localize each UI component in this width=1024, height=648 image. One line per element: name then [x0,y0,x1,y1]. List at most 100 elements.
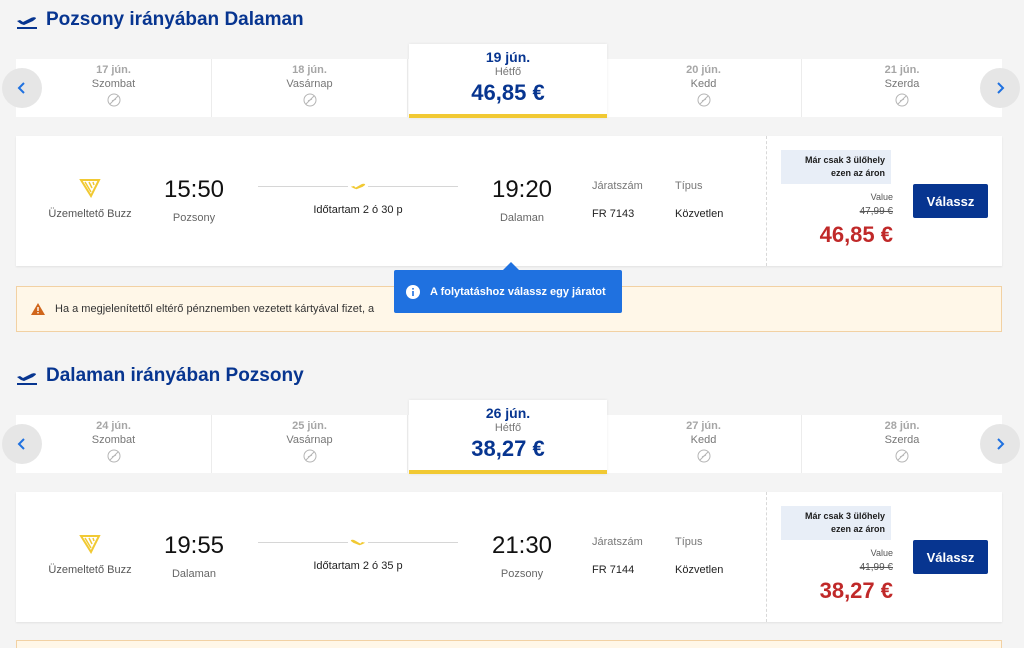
arrival-city: Pozsony [500,568,544,580]
date-label: 21 jún. [884,64,920,76]
prev-dates-button[interactable] [2,68,42,108]
date-cell[interactable]: 17 jún. Szombat [16,59,212,117]
date-cell[interactable]: 18 jún. Vasárnap [212,59,408,117]
operator-label: Üzemeltető Buzz [48,208,132,220]
no-flight-icon [107,93,120,107]
currency-notice-partial [16,640,1002,648]
arrival-city: Dalaman [499,212,545,224]
weekday-label: Vasárnap [286,434,333,446]
date-label: 19 jún. [485,49,531,65]
fare-label: Value [870,548,893,558]
select-flight-button[interactable]: Válassz [913,540,988,574]
inbound-flight-card[interactable]: Üzemeltető Buzz 19:55 Dalaman Időtartam … [16,492,1002,622]
no-flight-icon [895,449,909,463]
plane-departure-icon [17,373,37,385]
flight-type-value: Közvetlen [675,564,724,576]
card-divider [766,136,767,266]
departure-time: 19:55 [163,532,225,559]
departure-city: Pozsony [172,212,216,224]
warning-icon [31,303,45,315]
date-price: 38,27 € [471,436,545,461]
operator: Üzemeltető Buzz [40,178,140,222]
no-flight-icon [303,449,316,463]
date-label: 18 jún. [292,64,327,76]
date-cell[interactable]: 25 jún. Vasárnap [212,415,408,473]
fare-label: Value [870,192,893,202]
departure-city: Dalaman [171,568,217,580]
duration: Időtartam 2 ó 30 p [258,180,458,216]
inbound-section-title: Dalaman irányában Pozsony [16,364,304,388]
date-label: 25 jún. [292,420,327,432]
date-cell-selected[interactable]: 19 jún. Hétfő 46,85 € [409,44,607,118]
date-label: 24 jún. [96,420,131,432]
flight-number-value: FR 7144 [592,564,635,576]
no-flight-icon [697,449,710,463]
price: 38,27 € [819,578,893,603]
flight-number-label: Járatszám [592,180,643,192]
no-flight-icon [107,449,120,463]
departure: 15:50 Pozsony [144,176,244,224]
flight-number-value: FR 7143 [592,208,635,220]
no-flight-icon [697,93,710,107]
plane-icon [348,180,368,192]
date-cell-selected[interactable]: 26 jún. Hétfő 38,27 € [409,400,607,474]
duration-label: Időtartam 2 ó 35 p [313,560,403,572]
weekday-label: Hétfő [494,422,522,434]
date-cell[interactable]: 24 jún. Szombat [16,415,212,473]
plane-icon [348,536,368,548]
date-cell[interactable]: 20 jún. Kedd [606,59,802,117]
date-price: 46,85 € [471,80,545,105]
weekday-label: Szerda [884,78,920,90]
flight-type: Típus Közvetlen [675,536,723,576]
weekday-label: Szombat [91,434,136,446]
next-dates-button[interactable] [980,424,1020,464]
date-cell[interactable]: 21 jún. Szerda [804,59,1000,117]
outbound-section-title: Pozsony irányában Dalaman [16,8,304,32]
info-icon [406,284,420,299]
flight-number-label: Járatszám [592,536,643,548]
operator: Üzemeltető Buzz [40,534,140,578]
chevron-right-icon [997,82,1005,94]
section-heading: Dalaman irányában Pozsony [46,365,304,386]
price: 46,85 € [819,222,893,247]
flight-number: Járatszám FR 7144 [592,536,643,576]
card-divider [766,492,767,622]
weekday-label: Kedd [690,434,717,446]
date-label: 28 jún. [884,420,920,432]
arrival: 21:30 Pozsony [472,532,572,580]
section-heading: Pozsony irányában Dalaman [46,9,304,30]
date-label: 26 jún. [485,405,531,421]
outbound-flight-card[interactable]: Üzemeltető Buzz 15:50 Pozsony Időtartam … [16,136,1002,266]
select-flight-button[interactable]: Válassz [913,184,988,218]
weekday-label: Vasárnap [286,78,333,90]
chevron-left-icon [17,82,25,94]
date-cell[interactable]: 27 jún. Kedd [606,415,802,473]
next-dates-button[interactable] [980,68,1020,108]
old-price: 47,99 € [859,206,893,217]
flight-type-value: Közvetlen [675,208,724,220]
seats-line: ezen az áron [830,524,885,534]
departure: 19:55 Dalaman [144,532,244,580]
harp-logo-icon [79,179,101,198]
operator-label: Üzemeltető Buzz [48,564,132,576]
weekday-label: Szerda [884,434,920,446]
seats-badge: Már csak 3 ülőhely ezen az áron [781,506,891,540]
date-label: 27 jún. [686,420,721,432]
select-flight-tooltip: A folytatáshoz válassz egy járatot [394,262,622,313]
tooltip-text: A folytatáshoz válassz egy járatot [430,285,606,298]
flight-type-label: Típus [675,180,703,192]
seats-line: ezen az áron [830,168,885,178]
seats-line: Már csak 3 ülőhely [804,155,885,165]
prev-dates-button[interactable] [2,424,42,464]
arrival-time: 21:30 [491,532,553,559]
departure-time: 15:50 [163,176,225,203]
weekday-label: Hétfő [494,66,522,78]
no-flight-icon [303,93,316,107]
flight-number: Járatszám FR 7143 [592,180,643,220]
harp-logo-icon [79,535,101,554]
date-cell[interactable]: 28 jún. Szerda [804,415,1000,473]
flight-type: Típus Közvetlen [675,180,723,220]
arrival: 19:20 Dalaman [472,176,572,224]
date-label: 20 jún. [686,64,721,76]
duration-label: Időtartam 2 ó 30 p [313,204,403,216]
